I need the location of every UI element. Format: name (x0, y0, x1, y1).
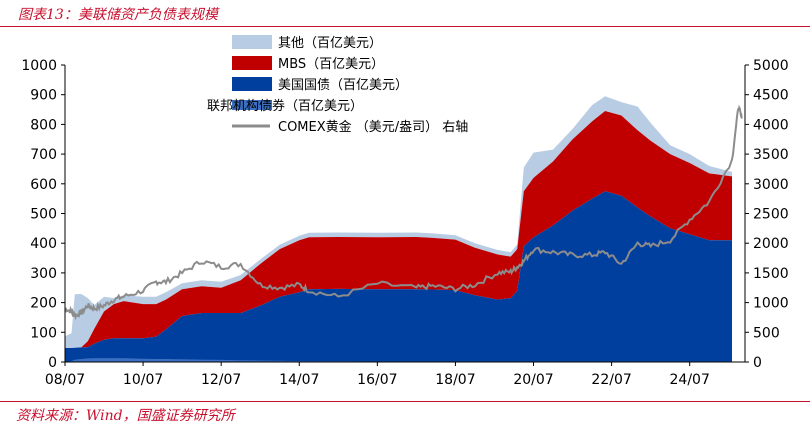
right-tick-label: 1000 (753, 296, 789, 312)
x-tick-label: 12/07 (201, 372, 241, 388)
right-tick-label: 3000 (753, 177, 789, 193)
x-tick-label: 16/07 (357, 372, 397, 388)
right-tick-label: 1500 (753, 266, 789, 282)
left-tick-label: 0 (48, 355, 57, 371)
legend-label: 联邦机构债券（百亿美元） (207, 98, 363, 114)
left-tick-label: 300 (30, 266, 57, 282)
line-gold (64, 104, 743, 321)
x-tick-label: 22/07 (591, 372, 631, 388)
area-mbs (65, 111, 732, 348)
x-tick-label: 24/07 (670, 372, 710, 388)
title-divider (0, 26, 810, 27)
left-tick-label: 700 (30, 147, 57, 163)
right-tick-label: 0 (753, 355, 762, 371)
left-tick-label: 200 (30, 296, 57, 312)
right-tick-label: 5000 (753, 58, 789, 74)
legend-swatch (232, 77, 272, 91)
x-tick-label: 08/07 (45, 372, 85, 388)
figure-title: 图表13：美联储资产负债表规模 (18, 7, 218, 23)
x-tick-label: 10/07 (123, 372, 163, 388)
legend-label: 其他（百亿美元） (278, 36, 382, 51)
right-tick-label: 2500 (753, 207, 789, 223)
legend-swatch (232, 35, 272, 49)
source-note: 资料来源：Wind，国盛证券研究所 (16, 408, 235, 424)
left-tick-label: 600 (30, 177, 57, 193)
right-tick-label: 2000 (753, 236, 789, 252)
legend-label: 美国国债（百亿美元） (278, 78, 408, 93)
right-tick-label: 3500 (753, 147, 789, 163)
right-tick-label: 4000 (753, 117, 789, 133)
legend-swatch (232, 56, 272, 70)
area-layers (64, 96, 743, 362)
area-agency-debt (65, 358, 732, 362)
axes: 0 100 200 300 400 500 600 700 800 900 1000 0 500 1000… (21, 58, 788, 388)
legend-label: COMEX黄金 （美元/盎司） 右轴 (278, 119, 468, 135)
legend-label: MBS（百亿美元） (278, 57, 384, 72)
x-tick-label: 20/07 (513, 372, 553, 388)
left-tick-label: 400 (30, 236, 57, 252)
legend: 其他（百亿美元） MBS（百亿美元） 美国国债（百亿美元） 联邦机构债券（百亿美元） C… (207, 35, 468, 135)
right-tick-label: 4500 (753, 88, 789, 104)
left-tick-label: 800 (30, 117, 57, 133)
x-tick-label: 18/07 (435, 372, 475, 388)
right-tick-label: 500 (753, 325, 780, 341)
left-tick-label: 100 (30, 325, 57, 341)
source-divider (0, 401, 810, 402)
area-treasuries (65, 191, 732, 362)
left-tick-label: 900 (30, 88, 57, 104)
legend-swatch-agency (232, 100, 272, 110)
left-tick-label: 500 (30, 207, 57, 223)
left-tick-label: 1000 (21, 58, 57, 74)
x-tick-label: 14/07 (279, 372, 319, 388)
